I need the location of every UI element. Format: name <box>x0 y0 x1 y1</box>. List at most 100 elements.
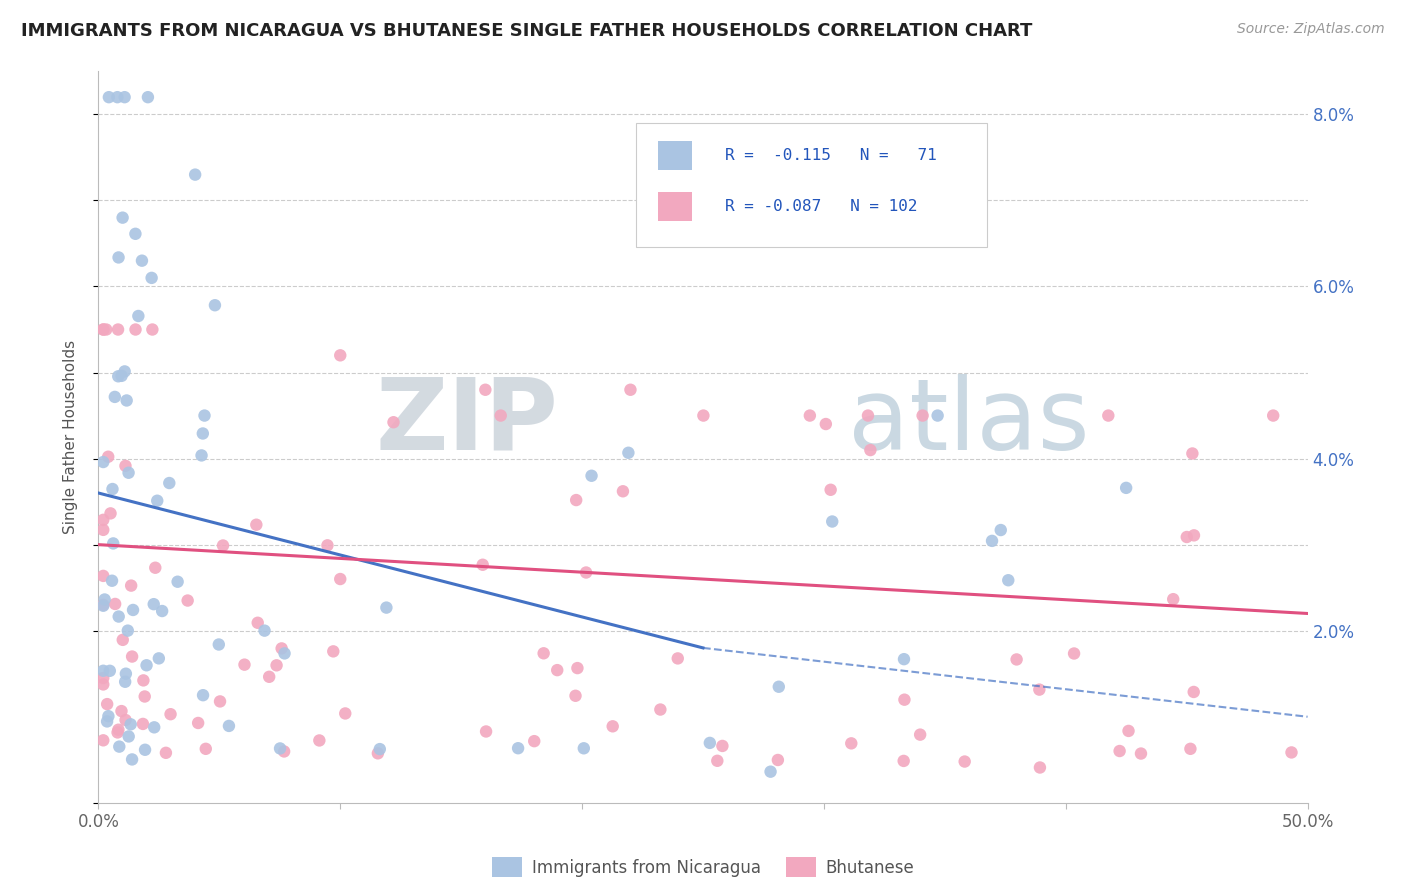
Point <box>121 649 143 664</box>
Point <box>115 393 138 408</box>
Point <box>981 533 1004 548</box>
Point <box>93 592 115 607</box>
Point <box>104 390 127 404</box>
Point <box>893 692 915 706</box>
Point <box>820 483 842 497</box>
Point <box>572 741 595 756</box>
Point <box>157 476 180 491</box>
Point <box>246 615 269 630</box>
Point <box>117 624 139 638</box>
Point <box>233 657 256 672</box>
Point <box>706 754 728 768</box>
Text: R =  -0.115   N =   71: R = -0.115 N = 71 <box>724 148 936 163</box>
Point <box>143 560 166 574</box>
Point <box>134 743 156 757</box>
Point <box>1108 744 1130 758</box>
Point <box>839 736 862 750</box>
Point <box>799 409 821 423</box>
Point <box>208 638 231 652</box>
Point <box>257 670 280 684</box>
Point <box>107 725 129 739</box>
Point <box>335 706 357 721</box>
Point <box>382 415 405 429</box>
Text: Source: ZipAtlas.com: Source: ZipAtlas.com <box>1237 22 1385 37</box>
Point <box>146 493 169 508</box>
Point <box>208 694 231 708</box>
Point <box>142 597 165 611</box>
Point <box>619 383 641 397</box>
Point <box>107 322 129 336</box>
Point <box>367 747 389 761</box>
Point <box>506 741 529 756</box>
Point <box>990 523 1012 537</box>
Point <box>132 673 155 688</box>
Point <box>612 484 634 499</box>
Point <box>329 348 352 362</box>
Point <box>194 741 217 756</box>
Point <box>1005 652 1028 666</box>
Point <box>122 603 145 617</box>
Point <box>308 733 330 747</box>
Point <box>120 579 142 593</box>
Point <box>190 449 212 463</box>
Bar <box>658 141 692 170</box>
Point <box>1182 685 1205 699</box>
Point <box>141 322 163 336</box>
Point <box>127 309 149 323</box>
Point <box>329 572 352 586</box>
Point <box>1029 760 1052 774</box>
Point <box>114 713 136 727</box>
Point <box>96 714 118 729</box>
Point <box>1063 647 1085 661</box>
Point <box>927 409 949 423</box>
Point <box>115 666 138 681</box>
Point <box>475 724 498 739</box>
Point <box>91 513 114 527</box>
Point <box>143 720 166 734</box>
Point <box>155 746 177 760</box>
Point <box>91 569 114 583</box>
Point <box>91 733 114 747</box>
Point <box>316 538 339 552</box>
Point <box>110 368 132 383</box>
Point <box>266 658 288 673</box>
Point <box>135 658 157 673</box>
Point <box>91 322 114 336</box>
Point <box>97 709 120 723</box>
Point <box>91 455 114 469</box>
Point <box>104 597 127 611</box>
Point <box>375 600 398 615</box>
Point <box>765 227 787 242</box>
Point <box>105 90 128 104</box>
Point <box>134 690 156 704</box>
Point <box>269 741 291 756</box>
Point <box>132 717 155 731</box>
Point <box>1263 409 1285 423</box>
Point <box>368 742 391 756</box>
Point <box>489 409 512 423</box>
Point <box>602 719 624 733</box>
Point <box>1161 592 1184 607</box>
Point <box>245 517 267 532</box>
Point <box>953 755 976 769</box>
Point <box>546 663 568 677</box>
Legend: Immigrants from Nicaragua, Bhutanese: Immigrants from Nicaragua, Bhutanese <box>485 851 921 883</box>
Point <box>91 671 114 685</box>
Point <box>766 753 789 767</box>
Point <box>107 723 129 737</box>
Point <box>273 744 295 758</box>
Point <box>141 271 163 285</box>
Point <box>91 677 114 691</box>
Point <box>103 536 125 550</box>
Point <box>1115 481 1137 495</box>
Point <box>114 674 136 689</box>
Point <box>1182 528 1205 542</box>
Point <box>692 409 714 423</box>
Text: IMMIGRANTS FROM NICARAGUA VS BHUTANESE SINGLE FATHER HOUSEHOLDS CORRELATION CHAR: IMMIGRANTS FROM NICARAGUA VS BHUTANESE S… <box>21 22 1032 40</box>
Point <box>533 646 555 660</box>
Bar <box>637 122 987 247</box>
Point <box>91 598 114 612</box>
Point <box>253 624 276 638</box>
Point <box>100 507 122 521</box>
Point <box>111 211 134 225</box>
